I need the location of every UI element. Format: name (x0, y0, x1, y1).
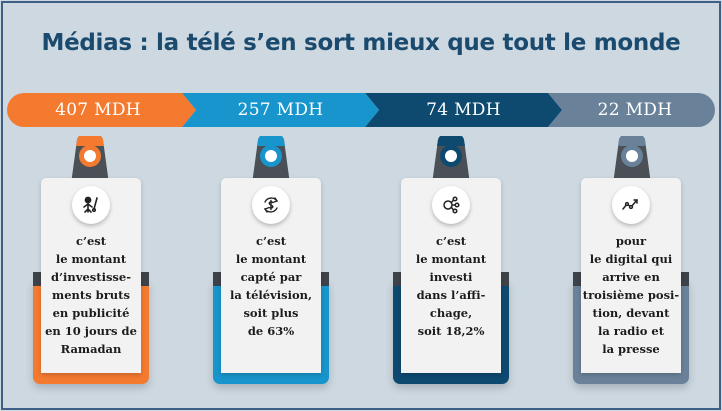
card-notch-left (33, 272, 41, 286)
hanger-tab-1 (71, 136, 109, 184)
share-nodes-icon (432, 186, 470, 224)
person-with-pen-icon (72, 186, 110, 224)
card-description: c’est le montant capté par la télévision… (229, 234, 313, 338)
card-notch-right (501, 272, 509, 286)
card-description: c’est le montant d’investisse- ments bru… (45, 234, 137, 356)
info-card-4: pour le digital qui arrive en troisième … (573, 178, 689, 384)
card-notch-left (393, 272, 401, 286)
card-notch-right (681, 272, 689, 286)
card-description: pour le digital qui arrive en troisième … (582, 234, 680, 356)
amount-band (7, 93, 715, 127)
dollar-cycle-icon (252, 186, 290, 224)
hanger-tab-2 (252, 136, 290, 184)
card-notch-right (321, 272, 329, 286)
hanger-tab-4 (613, 136, 651, 184)
card-notch-left (573, 272, 581, 286)
amount-label-3: 74 MDH (426, 100, 501, 120)
page-title: Médias : la télé s’en sort mieux que tou… (41, 30, 681, 56)
trend-line-icon (612, 186, 650, 224)
card-description: c’est le montant investi dans l’affi- ch… (415, 234, 487, 338)
card-notch-right (141, 272, 149, 286)
info-card-3: c’est le montant investi dans l’affi- ch… (393, 178, 509, 384)
amount-label-4: 22 MDH (597, 100, 673, 120)
amount-label-1: 407 MDH (55, 100, 141, 120)
amount-label-2: 257 MDH (237, 100, 324, 120)
hanger-tab-3 (432, 136, 470, 184)
info-card-1: c’est le montant d’investisse- ments bru… (33, 178, 149, 384)
info-card-2: c’est le montant capté par la télévision… (213, 178, 329, 384)
card-notch-left (213, 272, 221, 286)
